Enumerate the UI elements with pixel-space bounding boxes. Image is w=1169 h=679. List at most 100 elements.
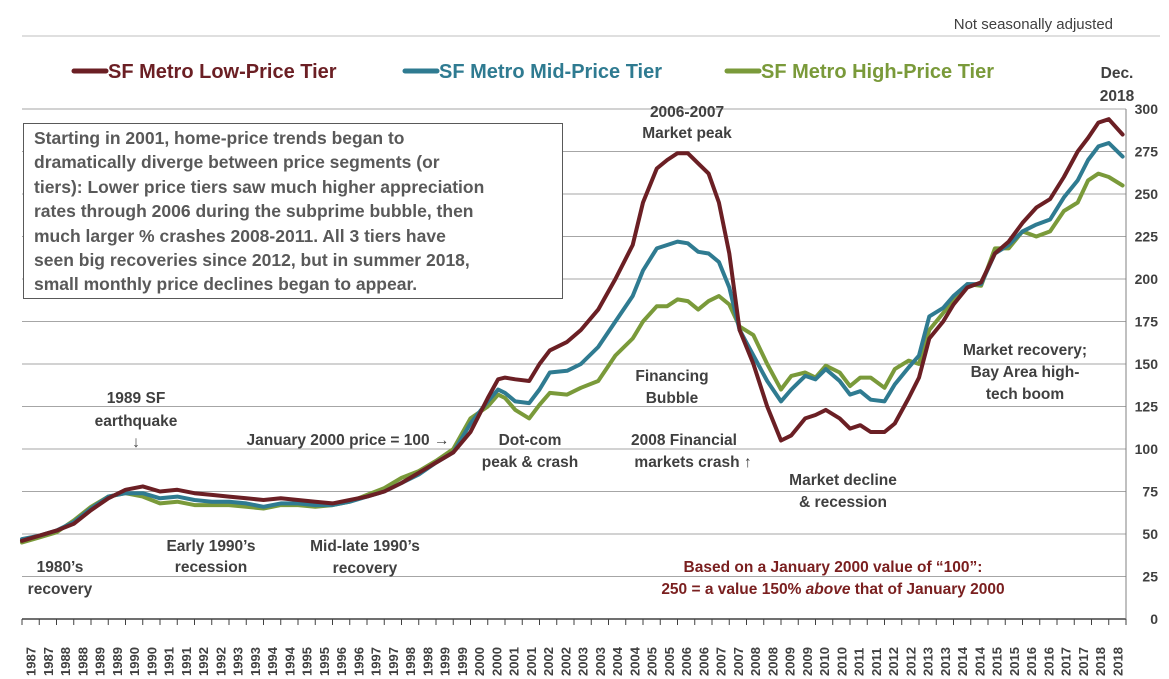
x-tick-label: 2000 [489,647,504,676]
x-tick-label: 1987 [24,647,39,676]
x-tick-label: 1990 [127,647,142,676]
gridlines [22,35,1160,577]
x-tick-label: 2008 [765,647,780,676]
x-tick-label: 2010 [817,647,832,676]
x-tick-label: 1988 [75,647,90,676]
based-on-line-2-em: above [806,581,851,598]
x-tick-label: 1997 [369,647,384,676]
x-tick-label: 2004 [610,646,625,676]
y-tick-label: 225 [1135,229,1159,245]
x-tick-label: 1996 [334,647,349,676]
x-tick-label: 1994 [282,646,297,676]
note-line-7: small monthly price declines began to ap… [34,274,418,295]
x-tick-label: 1993 [231,647,246,676]
y-tick-label: 50 [1142,526,1158,542]
x-tick-label: 2011 [869,648,884,676]
earthquake-arrow: ↓ [132,434,140,451]
x-tick-label: 2006 [696,647,711,676]
note-line-6: seen big recoveries since 2012, but in s… [34,250,470,271]
x-tick-label: 1995 [317,647,332,676]
series-line-1 [20,141,1125,542]
legend-label: SF Metro High-Price Tier [761,61,994,83]
y-tick-label: 0 [1150,611,1158,627]
x-tick-label: 2011 [852,648,867,676]
based-on-line-1: Based on a January 2000 value of “100”: [684,559,983,576]
x-tick-label: 2017 [1076,647,1091,676]
x-tick-label: 2010 [834,647,849,676]
x-tick-label: 2017 [1059,647,1074,676]
x-tick-label: 1998 [403,647,418,676]
dec-2018-label-1: Dec. [1101,65,1134,82]
crash2008-label-1: 2008 Financial [631,432,737,449]
y-tick-label: 175 [1135,314,1159,330]
y-tick-label: 250 [1135,186,1159,202]
x-tick-label: 2002 [558,647,573,676]
x-tick-label: 2013 [921,647,936,676]
x-tick-label: 2009 [783,647,798,676]
y-tick-label: 75 [1142,484,1158,500]
dec-2018-label-2: 2018 [1100,88,1135,105]
x-tick-label: 2018 [1093,647,1108,676]
y-tick-label: 275 [1135,144,1159,160]
x-tick-label: 1993 [248,647,263,676]
x-tick-label: 2012 [903,647,918,676]
y-tick-label: 300 [1135,101,1159,117]
x-tick-label: 2012 [886,647,901,676]
x-tick-label: 1999 [438,647,453,676]
legend: SF Metro Low-Price Tier SF Metro Mid-Pric… [71,61,994,83]
based-on-line-2-post: that of January 2000 [850,581,1004,598]
midlate1990s-label-1: Mid-late 1990’s [310,538,420,555]
x-tick-label: 1989 [110,647,125,676]
x-tick-label: 2002 [541,647,556,676]
series-line-0 [20,117,1125,543]
y-axis: 0 25 50 75 100 125 150 175 200 225 250 275 300 [1125,101,1159,627]
x-tick-label: 1991 [179,647,194,676]
note-line-4: rates through 2006 during the subprime b… [34,201,474,222]
crash2008-label-2: markets crash ↑ [634,454,751,471]
x-tick-label: 2018 [1110,647,1125,676]
peak-label-2: Market peak [642,125,732,142]
x-tick-label: 2015 [990,647,1005,676]
x-tick-label: 2005 [662,647,677,676]
x-tick-label: 2001 [524,647,539,676]
note-line-2: dramatically diverge between price segme… [34,152,440,173]
x-tick-label: 2014 [972,646,987,676]
y-tick-label: 150 [1135,356,1159,372]
x-tick-label: 1995 [300,647,315,676]
dotcom-label-1: Dot-com [499,432,562,449]
x-tick-label: 2009 [800,647,815,676]
peak-label-1: 2006-2007 [650,104,724,121]
x-tick-label: 1991 [162,647,177,676]
x-tick-label: 2005 [645,647,660,676]
note-line-3: tiers): Lower price tiers saw much highe… [34,176,485,197]
early1990s-label-2: recession [175,559,247,576]
x-tick-label: 1989 [93,647,108,676]
x-axis: 1987 1987 1988 1988 1989 1989 1990 1990 1991 1991… [21,618,1127,676]
x-tick-label: 1992 [196,647,211,676]
x-tick-label: 2004 [627,646,642,676]
based-on-line-2: 250 = a value 150% above that of January… [661,581,1004,598]
legend-label: SF Metro Mid-Price Tier [439,61,662,83]
recovery-right-label-2: Bay Area high- [971,364,1080,381]
y-tick-label: 200 [1135,271,1159,287]
x-tick-label: 2014 [955,646,970,676]
x-tick-label: 1999 [455,647,470,676]
x-tick-label: 2015 [1007,647,1022,676]
financing-label-1: Financing [635,368,708,385]
dotcom-label-2: peak & crash [482,454,579,471]
decline-label-2: & recession [799,494,887,511]
x-tick-label: 1987 [41,647,56,676]
x-tick-label: 2003 [576,647,591,676]
x-tick-label: 2008 [748,647,763,676]
note-line-5: much larger % crashes 2008-2011. All 3 t… [34,225,446,246]
series-line-2 [20,171,1125,545]
x-tick-label: 1998 [420,647,435,676]
financing-label-2: Bubble [646,390,699,407]
x-tick-label: 2003 [593,647,608,676]
recovery-1980s-label-1: 1980’s [37,559,84,576]
x-tick-label: 2016 [1024,647,1039,676]
recovery-right-label-3: tech boom [986,386,1064,403]
x-tick-label: 1996 [351,647,366,676]
x-tick-label: 1988 [58,647,73,676]
